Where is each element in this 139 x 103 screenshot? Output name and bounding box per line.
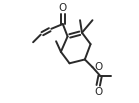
Text: O: O (94, 87, 102, 97)
Text: O: O (59, 3, 67, 13)
Text: O: O (94, 62, 103, 72)
